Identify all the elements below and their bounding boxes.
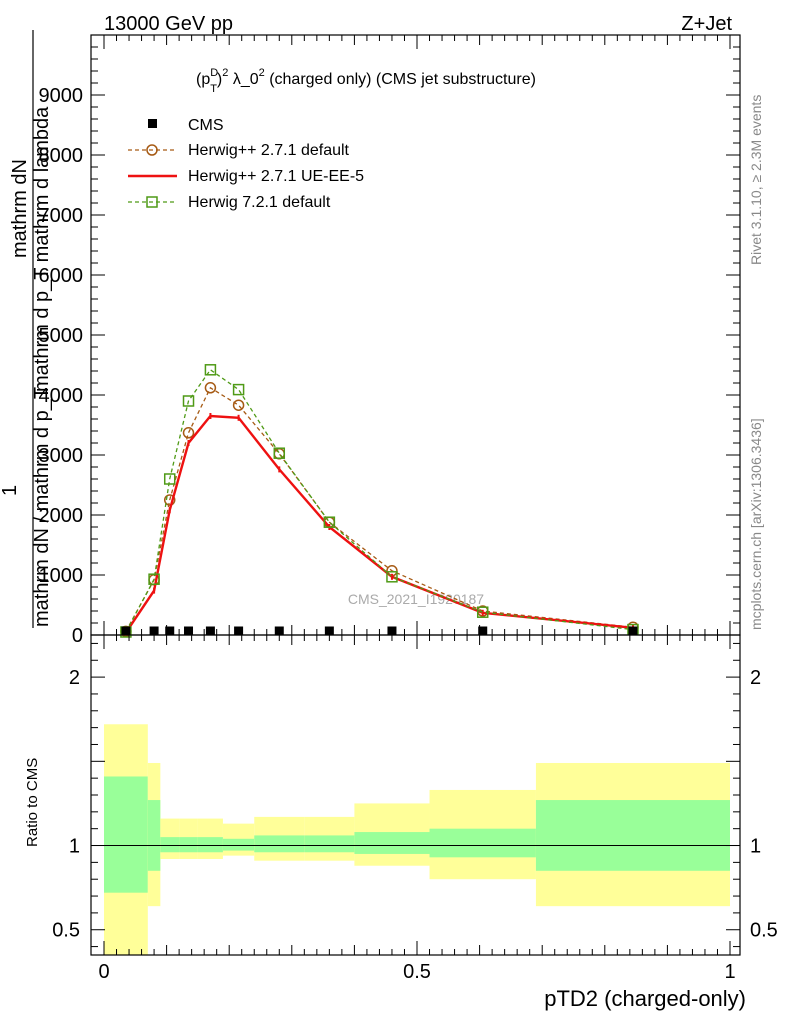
rivet-version-label: Rivet 3.1.10, ≥ 2.3M events bbox=[748, 95, 764, 265]
cms-data-point bbox=[205, 626, 215, 636]
main-y-tick-label: 2000 bbox=[39, 505, 84, 527]
point-herwig7 bbox=[273, 447, 286, 459]
point-herwig7 bbox=[204, 364, 217, 376]
ratio-uncertainty-bands bbox=[104, 724, 730, 955]
legend-label-cms: CMS bbox=[188, 117, 224, 134]
main-y-tick-label: 8000 bbox=[39, 145, 84, 167]
title-part-b: ) bbox=[217, 71, 222, 88]
cms-data-point bbox=[274, 626, 284, 636]
point-herwig-default bbox=[204, 382, 217, 394]
point-herwig7 bbox=[182, 395, 195, 407]
series-line-herwig7 bbox=[125, 368, 634, 633]
cms-data-points bbox=[121, 626, 638, 636]
ratio-band-inner bbox=[535, 800, 730, 871]
cms-data-point bbox=[628, 626, 638, 636]
legend-label-herwig7: Herwig 7.2.1 default bbox=[188, 194, 331, 211]
x-tick-labels: 0 0.5 1 bbox=[98, 961, 735, 983]
main-y-tick-label: 4000 bbox=[39, 385, 84, 407]
point-herwig7 bbox=[323, 516, 336, 528]
plot-title: (pD T)2 λ_02 (charged only) (CMS jet subs… bbox=[196, 67, 536, 95]
ratio-panel: 0.5 0.51 12 2 0 0.5 1 Ratio to CMS pTD2 (char… bbox=[24, 634, 778, 1011]
cms-data-point bbox=[324, 626, 334, 636]
y-axis-label-one: 1 bbox=[0, 485, 21, 496]
legend-marker-herwig7 bbox=[146, 196, 158, 208]
ratio-y-tick-label-right: 1 bbox=[750, 836, 761, 858]
ratio-axis-ticks bbox=[91, 635, 740, 955]
ratio-y-tick-label-right: 0.5 bbox=[750, 920, 778, 942]
legend-marker-herwig-default bbox=[146, 144, 158, 156]
main-y-tick-label: 1000 bbox=[39, 565, 84, 587]
point-herwig-default bbox=[163, 494, 176, 506]
ratio-y-tick-label-left: 0.5 bbox=[52, 920, 80, 942]
cms-data-point bbox=[165, 626, 175, 636]
title-sup-d: D bbox=[210, 67, 218, 79]
main-panel: 0 1000 2000 3000 4000 5000 6000 7000 8000 9000 CM… bbox=[0, 30, 741, 647]
ratio-y-tick-label-right: 2 bbox=[750, 667, 761, 689]
main-y-tick-label: 3000 bbox=[39, 445, 84, 467]
ratio-band-inner bbox=[197, 837, 223, 853]
main-y-tick-label: 9000 bbox=[39, 85, 84, 107]
legend-label-herwig-ueee5: Herwig++ 2.7.1 UE-EE-5 bbox=[188, 168, 364, 185]
ratio-band-inner bbox=[304, 835, 355, 853]
title-part-a: (p bbox=[196, 71, 210, 88]
legend-label-herwig-default: Herwig++ 2.7.1 default bbox=[188, 142, 350, 159]
legend: CMS Herwig++ 2.7.1 default Herwig++ 2.7.… bbox=[128, 117, 364, 211]
main-axis-ticks bbox=[91, 34, 740, 636]
cms-data-point bbox=[121, 626, 131, 636]
x-axis-label: pTD2 (charged-only) bbox=[544, 986, 746, 1011]
cms-data-point bbox=[184, 626, 194, 636]
title-part-c: λ_0 bbox=[228, 71, 258, 88]
point-herwig7 bbox=[163, 473, 176, 485]
cms-data-point bbox=[478, 626, 488, 636]
legend-marker-cms bbox=[148, 119, 157, 128]
ratio-band-inner bbox=[254, 835, 305, 853]
header-process-label: Z+Jet bbox=[681, 13, 732, 35]
ratio-y-tick-labels: 0.5 0.5 1 1 2 2 bbox=[52, 667, 778, 942]
point-herwig-default bbox=[232, 399, 245, 411]
point-herwig7 bbox=[386, 571, 398, 583]
x-tick-label: 1 bbox=[724, 961, 735, 983]
point-herwig7 bbox=[232, 383, 245, 396]
point-herwig-default bbox=[182, 427, 195, 439]
ratio-band-inner bbox=[354, 832, 430, 854]
title-sup-3: 2 bbox=[259, 67, 265, 79]
series-line-herwig-default bbox=[125, 386, 634, 632]
main-y-tick-label: 6000 bbox=[39, 265, 84, 287]
title-sub-t: T bbox=[210, 83, 217, 95]
ratio-band-inner bbox=[222, 838, 255, 851]
x-tick-label: 0.5 bbox=[403, 961, 431, 983]
analysis-watermark: CMS_2021_I1920187 bbox=[348, 591, 484, 607]
ratio-y-tick-label-left: 1 bbox=[69, 836, 80, 858]
mcplots-reference-label: mcplots.cern.ch [arXiv:1306.3436] bbox=[748, 418, 764, 630]
ratio-band-inner bbox=[160, 837, 180, 853]
cms-data-point bbox=[234, 626, 244, 636]
main-y-tick-label: 7000 bbox=[39, 205, 84, 227]
main-y-tick-label: 5000 bbox=[39, 325, 84, 347]
ratio-band-inner bbox=[179, 837, 198, 853]
title-sup-2: 2 bbox=[222, 67, 228, 79]
main-y-tick-label: 0 bbox=[72, 625, 83, 647]
ratio-band-inner bbox=[429, 828, 536, 858]
cms-data-point bbox=[149, 626, 159, 636]
ratio-y-tick-label-left: 2 bbox=[69, 667, 80, 689]
main-y-tick-labels: 0 1000 2000 3000 4000 5000 6000 7000 8000 9000 bbox=[39, 85, 84, 647]
ratio-y-axis-label: Ratio to CMS bbox=[24, 758, 41, 847]
y-axis-label-bottom: mathrm dN / mathrm d p_T bbox=[31, 387, 53, 627]
cms-data-point bbox=[387, 626, 397, 636]
point-herwig7 bbox=[148, 573, 160, 585]
ratio-band-inner bbox=[104, 776, 148, 893]
header-energy-label: 13000 GeV pp bbox=[104, 13, 233, 35]
x-tick-label: 0 bbox=[98, 961, 109, 983]
ratio-band-inner bbox=[147, 800, 161, 871]
y-axis-label-top: mathrm dN bbox=[9, 159, 31, 258]
title-part-d: (charged only) (CMS jet substructure) bbox=[265, 71, 536, 88]
y-axis-label-mid: mathrm d p_T mathrm d lambda bbox=[31, 106, 53, 392]
point-herwig7 bbox=[476, 606, 489, 618]
